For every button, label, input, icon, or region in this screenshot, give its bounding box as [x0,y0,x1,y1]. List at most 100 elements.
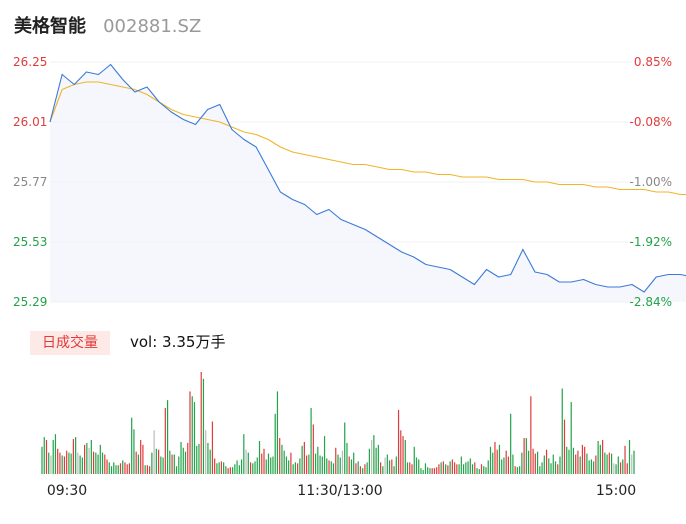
volume-bar [476,468,478,474]
volume-bar [456,464,458,474]
volume-bar [579,456,581,474]
volume-bar [95,452,97,474]
price-area-fill [50,64,686,302]
volume-bar [279,438,281,474]
volume-bar [465,462,467,474]
volume-bar [400,430,402,474]
volume-bar [151,452,153,474]
volume-bar [229,467,231,474]
volume-bar [355,463,357,474]
volume-bar [431,468,433,474]
volume-bar [626,463,628,474]
volume-bar [48,452,50,474]
volume-bar [319,455,321,474]
percent-tick-label: -0.08% [630,115,672,129]
volume-bar [624,445,626,474]
volume-bar [599,444,601,474]
volume-bar [314,453,317,474]
volume-bar [317,446,319,474]
percent-tick-label: -1.92% [630,235,672,249]
volume-bar [613,463,615,474]
volume-bar [575,454,577,474]
volume-bar [216,463,218,474]
volume-bar [397,409,400,474]
volume-bar [128,463,131,474]
volume-bar [108,462,110,474]
volume-bar [344,422,346,474]
volume-bar [270,457,272,474]
volume-bar [492,452,494,474]
volume-bar [366,462,368,474]
volume-bar [373,435,375,474]
volume-bar [619,462,622,474]
volume-bar [101,452,104,474]
volume-bar [288,460,290,474]
volume-bar [297,463,299,474]
volume-bar [173,454,175,474]
volume-bar [559,456,561,474]
volume-bar [301,445,303,474]
volume-summary: vol: 3.35万手 [130,333,226,351]
volume-bar [339,457,341,474]
volume-bar [90,440,92,474]
volume-bar [393,466,395,474]
volume-bar [364,464,366,474]
volume-bar [572,447,575,474]
volume-bar [498,444,501,474]
volume-bar [505,450,507,474]
volume-bar [45,440,48,474]
volume-bar [81,457,83,474]
volume-bar [131,417,133,474]
time-tick-label: 09:30 [47,483,87,499]
volume-bar [525,438,527,474]
price-gridlines [50,61,632,303]
volume-bar [258,440,261,474]
volume-bar [205,430,207,474]
volume-badge[interactable]: 日成交量 [30,331,110,355]
volume-bar [211,421,214,474]
volume-bar [402,436,404,474]
volume-bar [290,452,292,474]
volume-bar [245,449,247,474]
volume-bar [189,391,191,474]
price-tick-label: 26.01 [13,115,47,129]
volume-bar [218,462,220,474]
volume-bar [586,453,588,474]
volume-bar [631,454,633,474]
price-tick-label: 25.53 [13,235,47,249]
volume-bar [628,440,631,474]
volume-bar [88,447,90,474]
volume-bar [171,454,173,474]
volume-bar [604,452,606,474]
volume-bar [395,456,397,474]
volume-bar [142,444,144,474]
volume-bar [577,450,579,474]
volume-bar [115,465,117,474]
volume-bar [70,453,72,474]
volume-bar [427,467,429,474]
volume-bar [184,451,187,474]
volume-bar [59,452,61,474]
volume-bar [227,468,229,474]
volume-bar [178,456,180,474]
volume-bar [135,451,137,474]
volume-bar [191,396,193,474]
volume-bar [43,437,45,474]
stock-code: 002881.SZ [103,16,202,37]
volume-bar [106,459,108,474]
volume-bar [608,452,610,474]
volume-bar [247,452,249,474]
volume-bar [539,466,541,474]
volume-bar [460,456,462,474]
volume-bar [554,461,557,474]
volume-bar [104,454,106,474]
volume-bar [124,462,126,474]
volume-bar [359,466,362,474]
volume-bar [471,464,474,474]
volume-bar [615,464,617,474]
volume-bar [597,440,599,474]
volume-bar [617,456,619,474]
volume-bar [442,461,444,474]
volume-bar [391,459,393,474]
volume-bar [510,413,512,474]
